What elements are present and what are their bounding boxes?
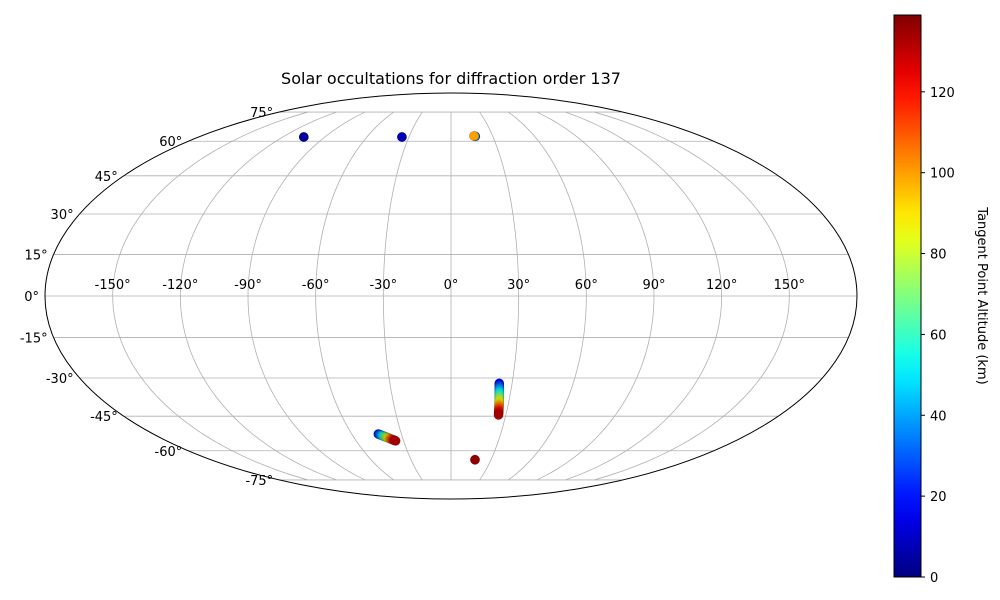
data-point — [397, 132, 407, 142]
x-tick-label: 60° — [575, 278, 598, 293]
colorbar-label: Tangent Point Altitude (km) — [974, 206, 989, 384]
x-tick-label: 30° — [507, 278, 530, 293]
y-tick-label: 0° — [24, 290, 39, 305]
y-tick-label: 75° — [250, 106, 273, 121]
data-point — [469, 131, 479, 141]
colorbar-tick-label: 40 — [930, 409, 947, 424]
gridline-lon-m60 — [315, 111, 394, 481]
data-point — [493, 410, 504, 420]
gridline-lon-60 — [508, 111, 587, 481]
x-tick-label: -30° — [369, 278, 397, 293]
x-tick-label: 0° — [444, 278, 459, 293]
colorbar-tick-label: 120 — [930, 86, 955, 101]
x-tick-label: -60° — [302, 278, 330, 293]
gridline-lon-m150 — [112, 111, 308, 481]
y-tick-label: -30° — [46, 372, 74, 387]
chart-title: Solar occultations for diffraction order… — [281, 69, 621, 88]
y-tick-label: 15° — [25, 248, 48, 263]
y-tick-label: -45° — [90, 410, 118, 425]
y-tick-label: -75° — [245, 474, 273, 489]
data-point — [298, 132, 309, 142]
x-tick-label: 120° — [706, 278, 737, 293]
colorbar-tick-label: 60 — [930, 328, 947, 343]
y-tick-label: -60° — [155, 445, 183, 460]
data-point — [390, 436, 401, 446]
gridline-lon-m120 — [179, 111, 337, 481]
y-tick-label: 30° — [51, 208, 74, 223]
colorbar-tick-label: 80 — [930, 248, 947, 263]
y-tick-label: -15° — [20, 332, 48, 347]
y-tick-label: 45° — [95, 170, 118, 185]
gridline-lon-m90 — [247, 111, 366, 481]
colorbar: 0 20 40 60 80 100 120 — [893, 14, 955, 586]
x-tick-label: -120° — [162, 278, 198, 293]
gridline-lon-90 — [536, 111, 655, 481]
gridline-lon-120 — [565, 111, 723, 481]
colorbar-tick-label: 20 — [930, 490, 947, 505]
colorbar-tick-label: 0 — [930, 571, 938, 586]
gridline-lon-30 — [479, 111, 520, 481]
x-tick-label: 150° — [774, 278, 805, 293]
colorbar-tick-label: 100 — [930, 167, 955, 182]
x-tick-label: -90° — [234, 278, 262, 293]
map-boundary — [44, 92, 858, 500]
x-tick-label: 90° — [642, 278, 665, 293]
x-tick-label: -150° — [95, 278, 131, 293]
gridline-lon-150 — [594, 111, 790, 481]
mollweide-map: -150° -120° -90° -60° -30° 0° 30° 60° 90° 120° 150… — [20, 92, 858, 500]
y-tick-label: 60° — [159, 135, 182, 150]
gridline-lon-m30 — [382, 111, 423, 481]
colorbar-gradient — [893, 14, 922, 578]
data-point — [470, 454, 480, 465]
